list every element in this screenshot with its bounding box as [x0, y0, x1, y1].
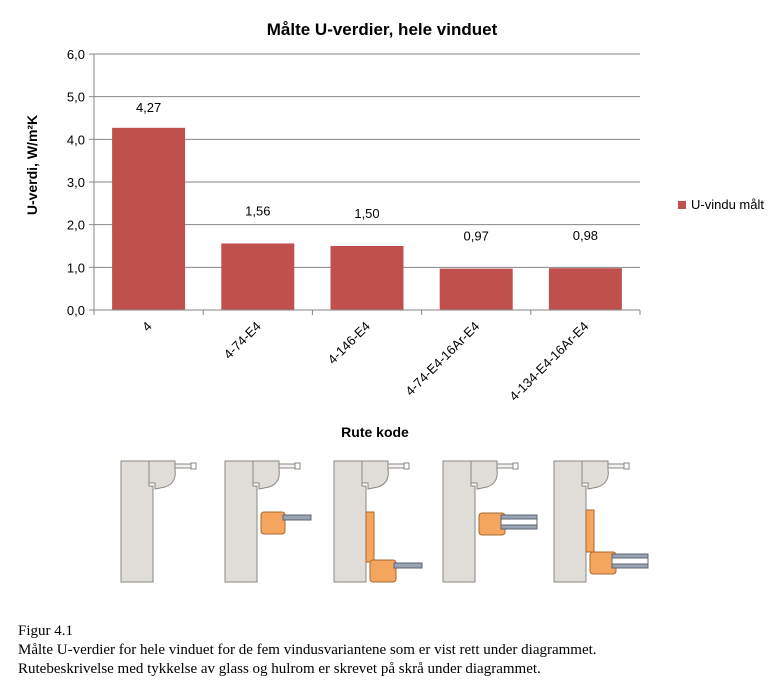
- data-label: 1,50: [354, 206, 379, 221]
- glass-pane: [393, 562, 423, 569]
- data-labels: 4,27 1,56 1,50 0,97 0,98: [136, 100, 598, 244]
- bar: [221, 243, 295, 310]
- window-section-diagrams: [120, 460, 649, 583]
- glass-pane: [278, 463, 296, 469]
- glass-pane: [174, 463, 192, 469]
- window-section: [333, 460, 423, 583]
- sash-profile: [361, 460, 389, 490]
- y-axis-ticks: 0,0 1,0 2,0 3,0 4,0 5,0 6,0: [67, 47, 94, 318]
- y-tick-label: 4,0: [67, 132, 85, 147]
- window-section: [553, 460, 649, 583]
- glass-pane: [607, 463, 625, 469]
- insulating-sash: [260, 511, 286, 535]
- glass-pane: [500, 514, 538, 520]
- sash-profile: [470, 460, 498, 490]
- caption-line-2: Rutebeskrivelse med tykkelse av glass og…: [18, 661, 541, 677]
- glass-pane: [512, 462, 519, 470]
- x-axis-title: Rute kode: [341, 424, 409, 440]
- glass-pane: [500, 524, 538, 530]
- frame-profile: [442, 460, 476, 583]
- y-tick-label: 5,0: [67, 90, 85, 105]
- x-tick-label: 4-146-E4: [325, 319, 373, 367]
- glass-pane: [623, 462, 630, 470]
- window-section: [120, 460, 197, 583]
- glass-pane: [611, 553, 649, 559]
- legend: U-vindu målt: [678, 197, 764, 212]
- legend-label: U-vindu målt: [691, 197, 764, 212]
- insulation-strip: [365, 511, 375, 563]
- x-tick-label: 4-74-E4-16Ar-E4: [402, 319, 482, 399]
- y-tick-label: 0,0: [67, 303, 85, 318]
- y-tick-label: 1,0: [67, 260, 85, 275]
- chart-title: Målte U-verdier, hele vinduet: [267, 20, 498, 39]
- glass-pane: [387, 463, 405, 469]
- caption-label: Figur 4.1: [18, 623, 74, 639]
- frame-profile: [333, 460, 367, 583]
- y-tick-label: 2,0: [67, 218, 85, 233]
- x-tick-label: 4: [139, 319, 155, 335]
- frame-profile: [553, 460, 587, 583]
- y-tick-label: 6,0: [67, 47, 85, 62]
- legend-swatch: [678, 201, 686, 209]
- glass-pane: [403, 462, 410, 470]
- data-label: 0,98: [573, 228, 598, 243]
- bar: [548, 268, 622, 310]
- bar: [330, 246, 404, 310]
- x-tick-label: 4-134-E4-16Ar-E4: [506, 319, 591, 404]
- sash-profile: [148, 460, 176, 490]
- figure-caption: Figur 4.1 Målte U-verdier for hele vindu…: [18, 622, 778, 679]
- glass-pane: [282, 514, 312, 521]
- caption-line-1: Målte U-verdier for hele vinduet for de …: [18, 642, 597, 658]
- glass-pane: [496, 463, 514, 469]
- x-axis-ticks: 4 4-74-E4 4-146-E4 4-74-E4-16Ar-E4 4-134-E4-…: [93, 310, 641, 404]
- y-axis-title: U-verdi, W/m²K: [24, 115, 40, 215]
- insulation-strip: [585, 509, 595, 553]
- bar: [439, 268, 513, 310]
- sash-profile: [252, 460, 280, 490]
- bar-chart: Målte U-verdier, hele vinduet 0,0 1,0 2,0 3…: [24, 20, 764, 583]
- bar: [112, 127, 186, 311]
- glass-pane: [190, 462, 197, 470]
- window-section: [442, 460, 538, 583]
- data-label: 4,27: [136, 100, 161, 115]
- frame-profile: [120, 460, 154, 583]
- insulating-sash: [369, 559, 397, 583]
- sash-profile: [581, 460, 609, 490]
- x-tick-label: 4-74-E4: [221, 319, 264, 362]
- data-label: 1,56: [245, 203, 270, 218]
- window-section: [224, 460, 312, 583]
- glass-pane: [294, 462, 301, 470]
- data-label: 0,97: [464, 229, 489, 244]
- bars: [112, 127, 622, 311]
- frame-profile: [224, 460, 258, 583]
- y-tick-label: 3,0: [67, 175, 85, 190]
- glass-pane: [611, 563, 649, 569]
